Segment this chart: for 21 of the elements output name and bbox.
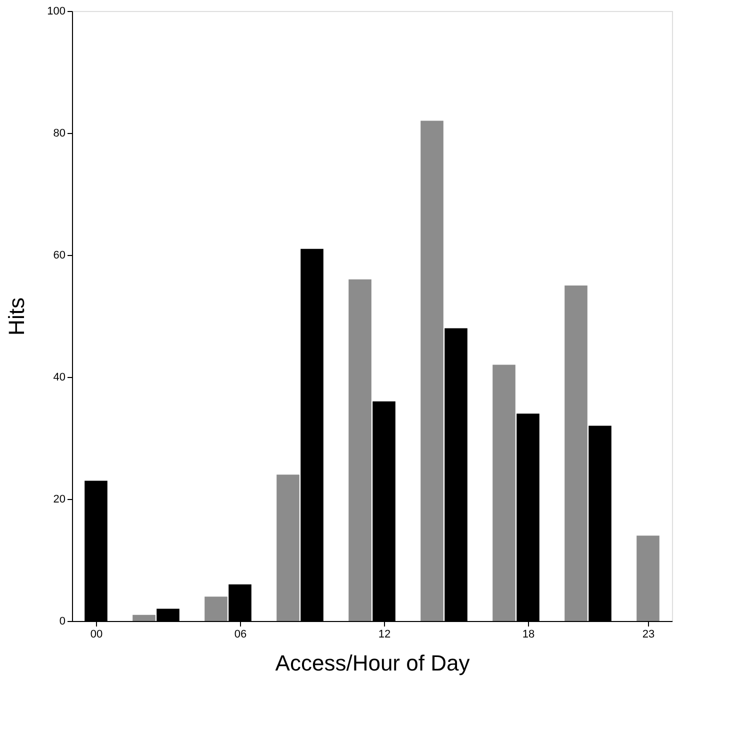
bar — [276, 474, 300, 621]
y-tick-label: 60 — [53, 250, 66, 262]
bar — [420, 120, 444, 621]
x-tick-label: 12 — [378, 628, 391, 640]
bar — [204, 596, 228, 621]
y-tick-label: 20 — [53, 494, 66, 506]
y-tick-label: 40 — [53, 372, 66, 384]
bar — [492, 364, 516, 621]
x-tick-label: 00 — [90, 628, 103, 640]
x-axis-title: Access/Hour of Day — [275, 650, 470, 676]
bar — [564, 286, 588, 621]
bar — [636, 536, 660, 621]
bar — [348, 279, 372, 621]
x-tick-label: 18 — [522, 628, 535, 640]
x-tick-label: 06 — [234, 628, 247, 640]
y-tick-label: 100 — [47, 6, 66, 18]
y-tick-label: 0 — [59, 616, 66, 628]
y-axis-title: Hits — [4, 298, 30, 336]
bar — [132, 614, 156, 621]
x-tick-label: 23 — [642, 628, 655, 640]
y-tick-label: 80 — [53, 128, 66, 140]
